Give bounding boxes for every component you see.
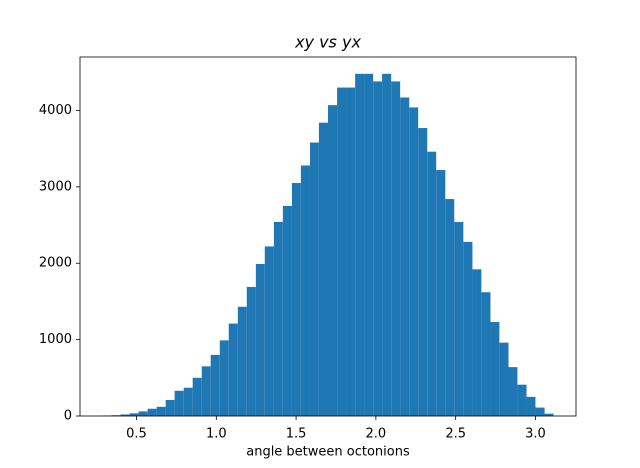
y-tick-label: 0	[64, 409, 72, 424]
bar	[364, 73, 374, 416]
bar	[373, 81, 383, 416]
bar	[156, 406, 166, 416]
bar	[255, 263, 265, 416]
y-tick-label: 2000	[39, 256, 72, 271]
bar	[147, 408, 157, 416]
bar	[526, 396, 536, 416]
bar	[228, 323, 238, 416]
bar	[165, 399, 175, 416]
bar	[264, 246, 274, 416]
x-tick-label: 3.0	[525, 427, 546, 442]
bar	[517, 384, 527, 416]
bar	[472, 269, 482, 416]
bar	[129, 413, 139, 416]
bar	[210, 354, 220, 416]
bar	[445, 199, 455, 416]
bar	[418, 128, 428, 416]
bar	[481, 292, 491, 416]
bar	[273, 221, 283, 416]
bar	[544, 413, 554, 416]
x-tick-label: 2.0	[366, 427, 387, 442]
chart-title: xy vs yx	[294, 33, 361, 52]
bar	[318, 122, 328, 416]
bar	[201, 366, 211, 416]
bar	[328, 105, 338, 416]
bar	[337, 87, 347, 416]
bar	[427, 151, 437, 416]
bar	[409, 107, 419, 416]
bar	[490, 322, 500, 416]
x-tick-label: 1.0	[206, 427, 227, 442]
y-tick-label: 3000	[39, 179, 72, 194]
bar	[192, 377, 202, 416]
bar	[382, 73, 392, 416]
bar	[219, 340, 229, 416]
plot-frame	[79, 56, 577, 417]
bar	[463, 241, 473, 416]
bar	[400, 97, 410, 417]
bar	[138, 411, 148, 416]
bar	[237, 306, 247, 416]
bar	[174, 390, 184, 416]
bar	[508, 367, 518, 416]
bar	[346, 87, 356, 416]
y-tick-label: 1000	[39, 332, 72, 347]
bar	[246, 286, 256, 416]
x-tick-label: 1.5	[286, 427, 307, 442]
x-axis-label: angle between octonions	[246, 445, 410, 460]
bar	[309, 142, 319, 416]
x-tick-label: 2.5	[445, 427, 466, 442]
bar	[183, 387, 193, 416]
bar	[300, 165, 310, 416]
bar	[436, 170, 446, 416]
bar	[291, 183, 301, 416]
bar	[120, 414, 130, 416]
bar	[282, 205, 292, 416]
x-tick-label: 0.5	[126, 427, 147, 442]
bar	[355, 73, 365, 416]
bar	[535, 407, 545, 416]
bar	[499, 342, 509, 416]
bar	[391, 81, 401, 416]
y-tick-label: 4000	[39, 103, 72, 118]
bar	[454, 221, 464, 416]
